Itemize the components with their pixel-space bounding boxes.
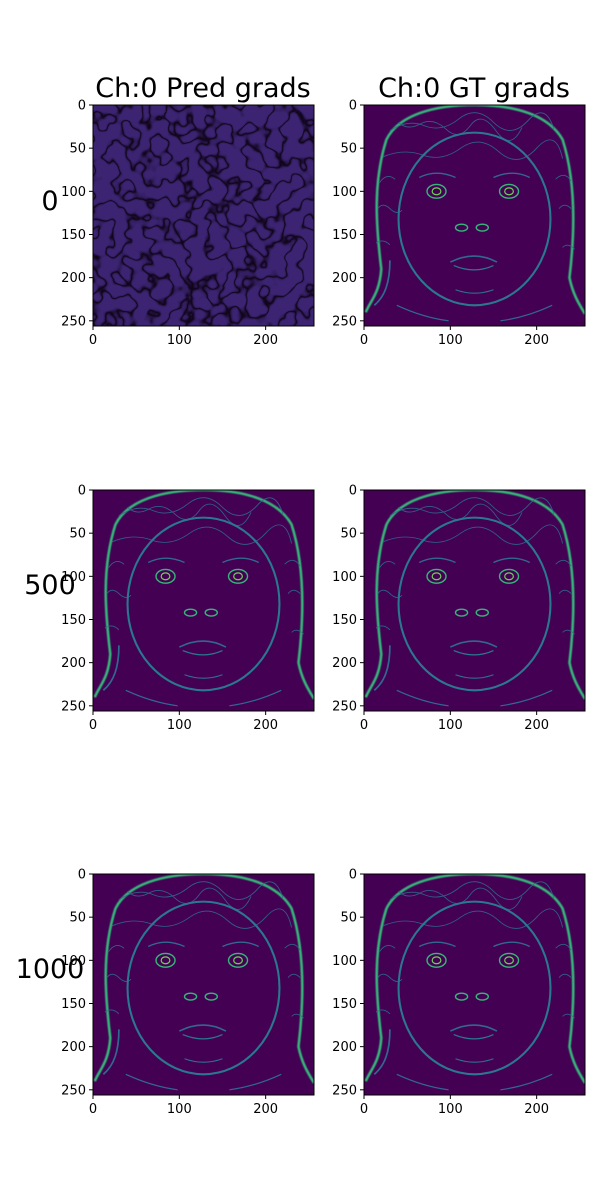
y-tick-label: 100 <box>61 570 86 585</box>
y-tick-label: 150 <box>332 228 357 243</box>
x-tick-label: 0 <box>360 718 368 733</box>
x-tick-label: 100 <box>167 1102 192 1117</box>
y-tick-label: 50 <box>69 911 86 926</box>
panel: 0 100 200 0 50 100 150 200 250 <box>332 99 586 348</box>
x-tick-label: 200 <box>524 1102 549 1117</box>
axes-frame <box>363 489 586 712</box>
x-tick-label: 100 <box>167 718 192 733</box>
y-tick-label: 250 <box>61 1083 86 1098</box>
y-tick-label: 50 <box>69 142 86 157</box>
x-tick-label: 100 <box>438 718 463 733</box>
noise-heatmap <box>93 105 314 326</box>
y-tick-label: 150 <box>332 997 357 1012</box>
y-tick-label: 250 <box>332 1083 357 1098</box>
y-tick-label: 100 <box>61 185 86 200</box>
y-tick-label: 150 <box>61 228 86 243</box>
y-tick-label: 200 <box>61 656 86 671</box>
x-tick-label: 100 <box>438 1102 463 1117</box>
gradient-heatmap <box>93 874 314 1095</box>
y-tick-label: 0 <box>349 99 357 114</box>
y-tick-label: 0 <box>349 484 357 499</box>
x-tick-label: 0 <box>360 1102 368 1117</box>
panel: 0 100 200 0 50 100 150 200 250 <box>61 484 315 733</box>
x-tick-label: 0 <box>360 333 368 348</box>
axes-frame <box>363 873 586 1096</box>
y-tick-label: 150 <box>332 613 357 628</box>
y-tick-label: 0 <box>78 99 86 114</box>
y-tick-label: 100 <box>332 570 357 585</box>
y-tick-label: 150 <box>61 613 86 628</box>
gradient-heatmap <box>364 490 585 711</box>
y-tick-label: 200 <box>61 271 86 286</box>
row-label: 1000 <box>16 954 85 985</box>
x-tick-label: 100 <box>167 333 192 348</box>
x-tick-label: 200 <box>253 718 278 733</box>
row-label: 0 <box>41 186 58 217</box>
y-tick-label: 250 <box>332 314 357 329</box>
x-tick-label: 200 <box>524 333 549 348</box>
y-tick-label: 100 <box>332 954 357 969</box>
panel: 0 100 200 0 50 100 150 200 250 <box>61 99 315 348</box>
y-tick-label: 100 <box>61 954 86 969</box>
x-tick-label: 0 <box>89 333 97 348</box>
y-tick-label: 100 <box>332 185 357 200</box>
y-tick-label: 200 <box>332 271 357 286</box>
panel: 0 100 200 0 50 100 150 200 250 <box>61 868 315 1117</box>
panel: 0 100 200 0 50 100 150 200 250 <box>332 484 586 733</box>
row-labels: 0 500 1000 <box>16 186 85 985</box>
y-tick-label: 200 <box>332 656 357 671</box>
y-tick-label: 200 <box>61 1040 86 1055</box>
y-tick-label: 150 <box>61 997 86 1012</box>
y-tick-label: 50 <box>340 142 357 157</box>
axes-frame <box>363 104 586 327</box>
column-title: Ch:0 GT grads <box>378 73 570 104</box>
x-tick-label: 0 <box>89 1102 97 1117</box>
y-tick-label: 250 <box>332 699 357 714</box>
axes-frame <box>92 104 315 327</box>
x-tick-label: 200 <box>524 718 549 733</box>
y-tick-label: 0 <box>349 868 357 883</box>
y-tick-label: 50 <box>340 911 357 926</box>
y-tick-label: 0 <box>78 484 86 499</box>
x-tick-label: 200 <box>253 333 278 348</box>
row-label: 500 <box>24 570 76 601</box>
y-tick-label: 200 <box>332 1040 357 1055</box>
gradient-heatmap <box>93 490 314 711</box>
y-tick-label: 50 <box>69 527 86 542</box>
axes-frame <box>92 489 315 712</box>
gradient-heatmap <box>364 105 585 326</box>
x-tick-label: 200 <box>253 1102 278 1117</box>
x-tick-label: 0 <box>89 718 97 733</box>
gradient-heatmap <box>364 874 585 1095</box>
y-tick-label: 50 <box>340 527 357 542</box>
y-tick-label: 0 <box>78 868 86 883</box>
y-tick-label: 250 <box>61 314 86 329</box>
panel: 0 100 200 0 50 100 150 200 250 <box>332 868 586 1117</box>
x-tick-label: 100 <box>438 333 463 348</box>
column-title: Ch:0 Pred grads <box>95 73 310 104</box>
y-tick-label: 250 <box>61 699 86 714</box>
column-titles: Ch:0 Pred grads Ch:0 GT grads <box>95 73 570 104</box>
axes-frame <box>92 873 315 1096</box>
